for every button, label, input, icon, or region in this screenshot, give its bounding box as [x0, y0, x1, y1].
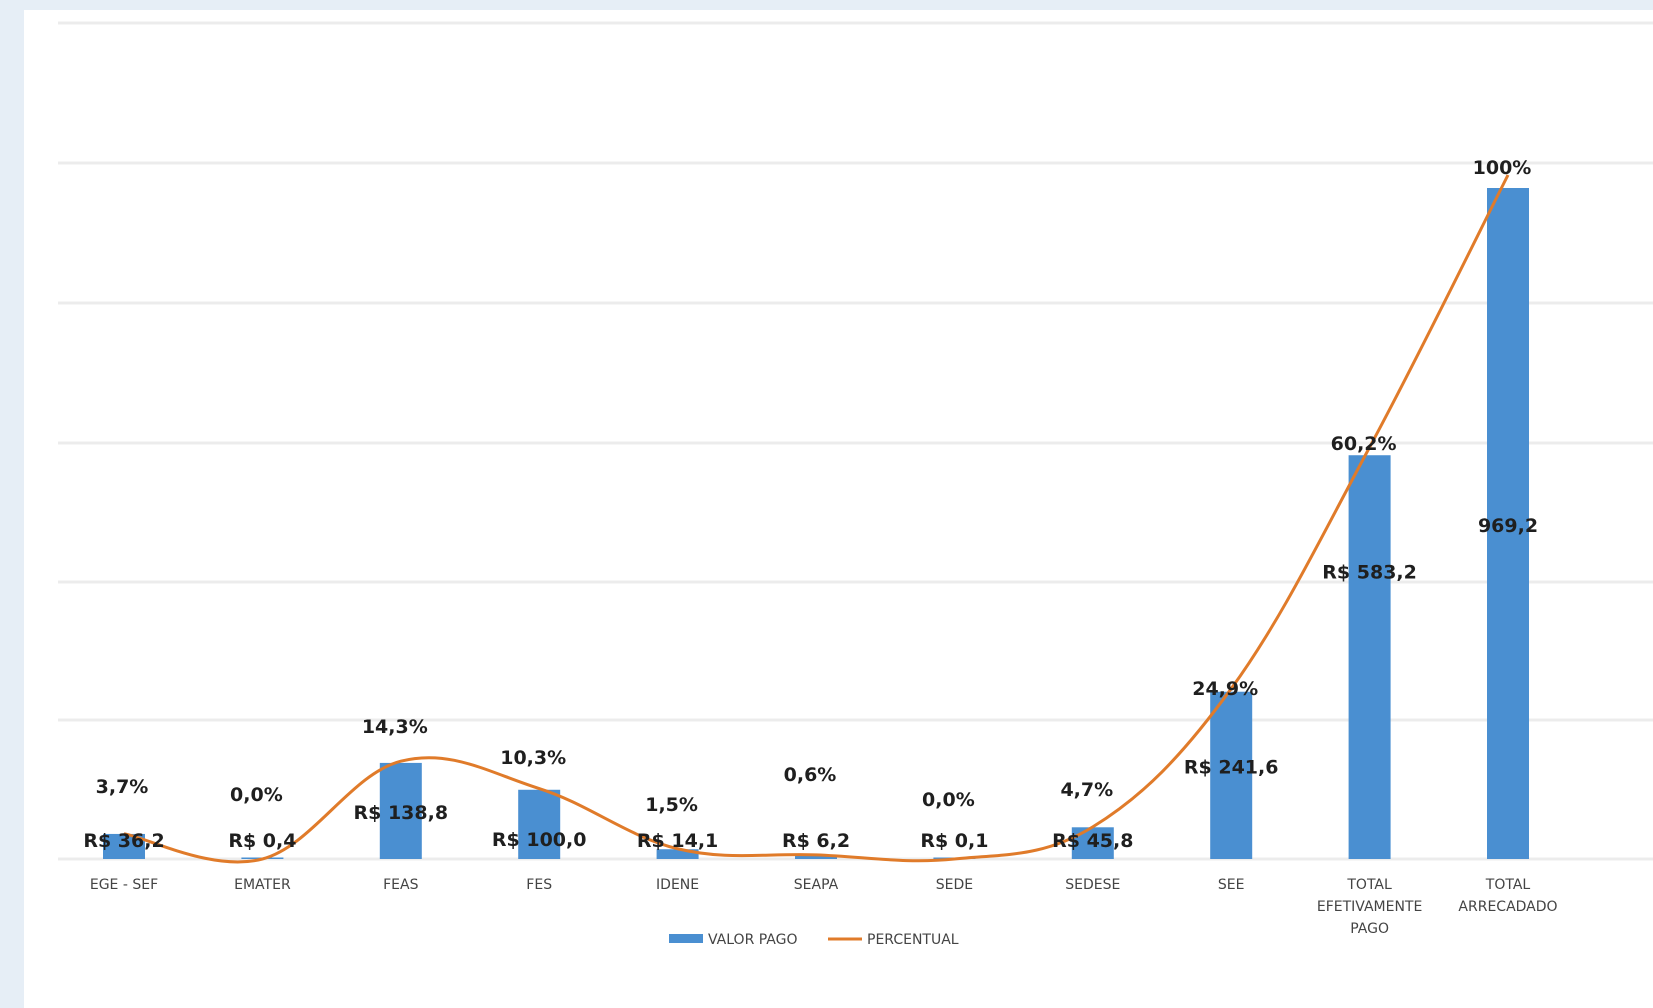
bar: [1071, 827, 1114, 859]
percent-label: 0,0%: [922, 789, 975, 811]
category-label: EFETIVAMENTE: [1317, 899, 1422, 915]
category-label: SEDESE: [1065, 877, 1120, 893]
bar-value-label: R$ 138,8: [354, 802, 449, 824]
category-label: SEAPA: [794, 877, 839, 893]
percent-label: 100%: [1473, 157, 1532, 179]
category-label: IDENE: [656, 877, 699, 893]
percent-label: 4,7%: [1060, 779, 1113, 801]
bar-value-label: R$ 36,2: [83, 830, 164, 852]
percent-label: 10,3%: [500, 747, 566, 769]
category-label: FES: [526, 877, 552, 893]
bar-value-label: R$ 0,1: [920, 830, 988, 852]
category-label: PAGO: [1350, 921, 1389, 937]
bar: [379, 762, 422, 859]
category-label: EMATER: [234, 877, 291, 893]
bar-value-label: R$ 45,8: [1052, 830, 1133, 852]
category-label: TOTAL: [1485, 877, 1531, 893]
percent-label: 1,5%: [645, 794, 698, 816]
category-label: EGE - SEF: [90, 877, 158, 893]
category-label: ARRECADADO: [1458, 899, 1557, 915]
bar-value-label: R$ 14,1: [637, 830, 718, 852]
bar: [518, 789, 561, 859]
bar: [1348, 455, 1391, 859]
percent-label: 14,3%: [362, 716, 428, 738]
percent-label: 24,9%: [1192, 678, 1258, 700]
bar-value-label: R$ 241,6: [1184, 757, 1279, 779]
category-label: TOTAL: [1346, 877, 1392, 893]
legend-label-valor-pago: VALOR PAGO: [708, 932, 798, 948]
bar: [1487, 188, 1529, 859]
bar-value-label: R$ 583,2: [1322, 561, 1417, 583]
chart-panel: R$ 36,2 R$ 0,4 R$ 138,8 R$ 100,0 R$ 14,1 R$ 6…: [24, 10, 1653, 1008]
legend-label-percentual: PERCENTUAL: [867, 932, 959, 948]
bar: [795, 854, 837, 859]
percent-label: 0,0%: [230, 784, 283, 806]
bar-value-label: R$ 100,0: [492, 829, 587, 851]
bar-value-label: R$ 6,2: [782, 830, 850, 852]
bar: [1210, 691, 1253, 859]
bar: [656, 849, 699, 859]
combo-chart: R$ 36,2 R$ 0,4 R$ 138,8 R$ 100,0 R$ 14,1 R$ 6…: [58, 21, 1653, 948]
percentual-line: [123, 174, 1510, 864]
percent-label: 3,7%: [96, 776, 149, 798]
category-label: FEAS: [383, 877, 418, 893]
category-label: SEE: [1218, 877, 1245, 893]
category-label: SEDE: [936, 877, 973, 893]
legend-swatch-valor-pago: [669, 934, 703, 943]
percent-label: 60,2%: [1331, 433, 1397, 455]
bar-value-label: R$ 0,4: [228, 830, 296, 852]
percent-label: 0,6%: [784, 764, 837, 786]
bar-value-label: 969,2: [1478, 515, 1538, 537]
